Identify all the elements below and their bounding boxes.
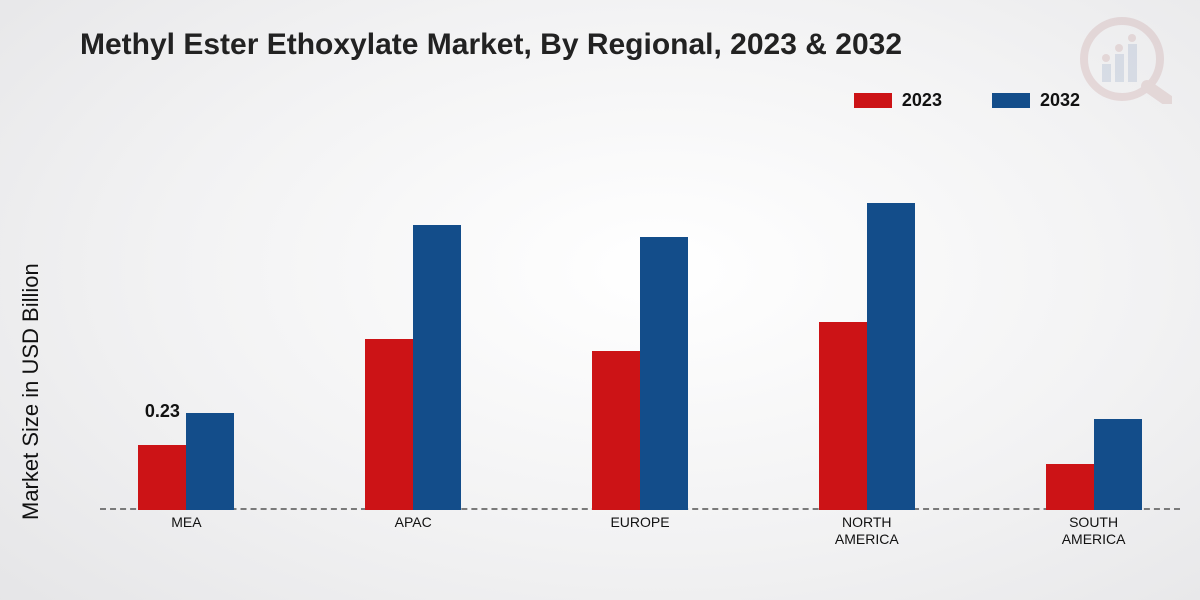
- bar-2032: [186, 413, 234, 510]
- x-tick-label: NORTH AMERICA: [835, 514, 899, 548]
- bar-group: [138, 413, 234, 510]
- legend-swatch-2032: [992, 93, 1030, 108]
- chart-title: Methyl Ester Ethoxylate Market, By Regio…: [80, 28, 902, 62]
- bar-2023: [819, 322, 867, 510]
- bar-2023: [592, 351, 640, 510]
- legend-label-2023: 2023: [902, 90, 942, 111]
- legend-item-2032: 2032: [992, 90, 1080, 111]
- bar-2032: [867, 203, 915, 510]
- bar-2023: [365, 339, 413, 510]
- y-axis-label: Market Size in USD Billion: [18, 263, 44, 520]
- legend-item-2023: 2023: [854, 90, 942, 111]
- bar-group: [819, 203, 915, 510]
- legend-swatch-2023: [854, 93, 892, 108]
- x-axis-labels: MEA APAC EUROPE NORTH AMERICA SOUTH AMERICA: [100, 514, 1180, 574]
- x-tick-label: MEA: [171, 514, 201, 531]
- bar-value-label: 0.23: [145, 401, 180, 422]
- bar-group: [1046, 419, 1142, 510]
- bar-2032: [640, 237, 688, 510]
- bar-group: [365, 225, 461, 510]
- x-tick-label: EUROPE: [610, 514, 669, 531]
- legend: 2023 2032: [854, 90, 1080, 111]
- x-tick-label: SOUTH AMERICA: [1062, 514, 1126, 548]
- bar-group: [592, 237, 688, 510]
- x-tick-label: APAC: [395, 514, 432, 531]
- bar-2023: [1046, 464, 1094, 510]
- bar-2023: [138, 445, 186, 510]
- bar-2032: [413, 225, 461, 510]
- plot-area: 0.23: [100, 140, 1180, 510]
- bar-2032: [1094, 419, 1142, 510]
- legend-label-2032: 2032: [1040, 90, 1080, 111]
